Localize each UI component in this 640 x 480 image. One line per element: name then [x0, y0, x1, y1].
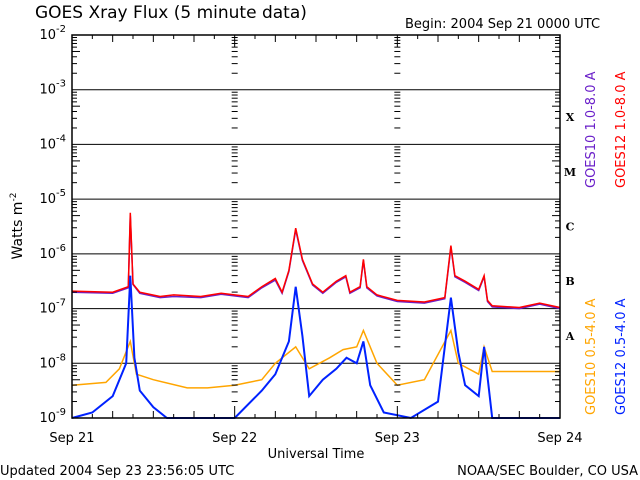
y-tick-label: 10-7	[39, 298, 66, 317]
legend-entry: GOES10 0.5-4.0 A	[584, 298, 599, 415]
y-axis-label-text: Watts m	[10, 202, 26, 260]
x-tick-label: Sep 23	[375, 431, 420, 446]
flare-class-label: A	[565, 330, 575, 343]
y-tick-label: 10-8	[39, 352, 66, 371]
legend-entry: GOES12 0.5-4.0 A	[614, 298, 629, 415]
series-line-goes12-0-5-4-0-a	[71, 275, 560, 420]
flare-class-label: C	[566, 221, 575, 234]
flare-class-label: B	[565, 275, 574, 288]
svg-text:Watts m-2: Watts m-2	[9, 193, 26, 260]
x-tick-label: Sep 21	[49, 431, 94, 446]
y-tick-label: 10-3	[39, 79, 66, 98]
plot-frame	[71, 34, 561, 419]
series-line-goes12-1-0-8-0-a	[71, 212, 561, 309]
legend-entry: GOES10 1.0-8.0 A	[584, 71, 599, 188]
y-tick-label: 10-5	[39, 188, 66, 207]
flare-class-label: X	[566, 111, 575, 124]
updated-label: Updated 2004 Sep 23 23:56:05 UTC	[0, 464, 234, 479]
x-tick-label: Sep 24	[537, 431, 582, 446]
credit-label: NOAA/SEC Boulder, CO USA	[457, 464, 638, 479]
legend-label: GOES12 1.0-8.0 A	[614, 71, 629, 188]
x-axis-label: Universal Time	[268, 447, 365, 462]
y-tick-label: 10-6	[39, 243, 66, 262]
legend-label: GOES10 1.0-8.0 A	[584, 71, 599, 188]
y-axis-label: Watts m-2	[9, 193, 26, 260]
series-line-goes10-0-5-4-0-a	[71, 328, 560, 389]
legend-label: GOES12 0.5-4.0 A	[614, 298, 629, 415]
flare-class-label: M	[564, 166, 576, 179]
y-tick-label: 10-9	[39, 407, 66, 426]
y-tick-label: 10-4	[39, 133, 66, 152]
y-tick-label: 10-2	[39, 24, 66, 43]
y-axis-label-exp: -2	[9, 193, 19, 202]
x-tick-label: Sep 22	[212, 431, 257, 446]
begin-label: Begin: 2004 Sep 21 0000 UTC	[405, 17, 600, 32]
chart-title: GOES Xray Flux (5 minute data)	[35, 3, 307, 23]
legend-entry: GOES12 1.0-8.0 A	[614, 71, 629, 188]
legend-label: GOES10 0.5-4.0 A	[584, 298, 599, 415]
series-line-goes10-1-0-8-0-a	[71, 215, 561, 310]
